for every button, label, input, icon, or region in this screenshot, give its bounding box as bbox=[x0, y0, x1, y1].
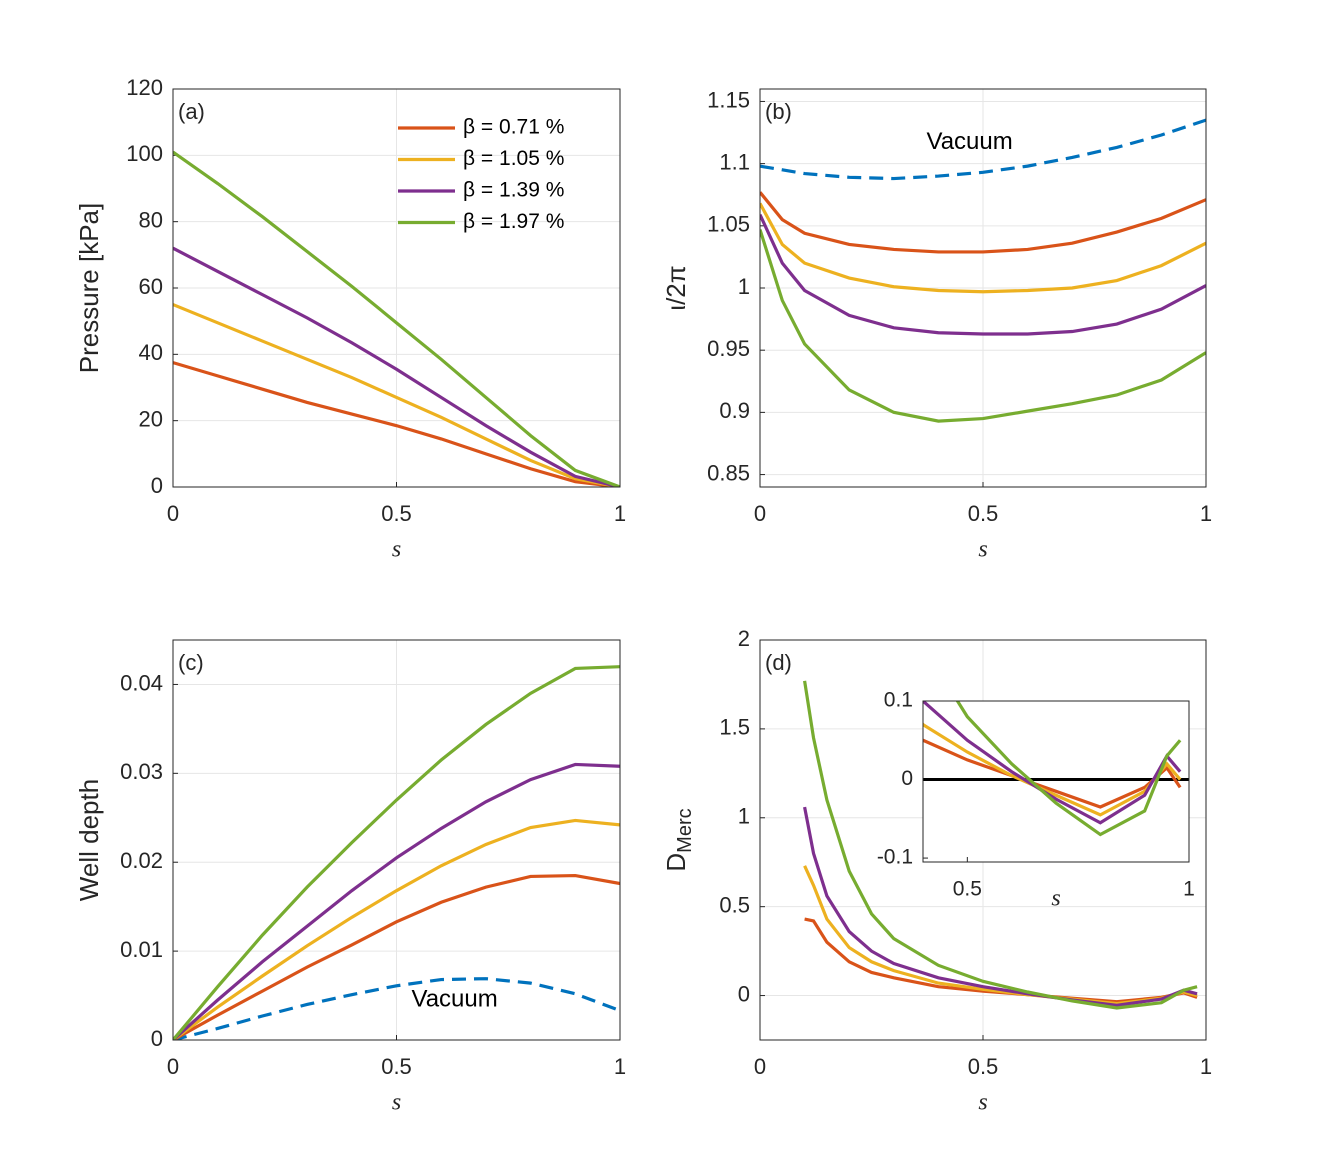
y-tick-label: 40 bbox=[139, 340, 163, 365]
y-tick-label: 1.1 bbox=[719, 149, 750, 174]
line bbox=[173, 361, 620, 487]
series-group bbox=[803, 680, 1198, 1010]
axes-box bbox=[172, 88, 621, 488]
series-group bbox=[173, 665, 620, 1040]
annotation: Vacuum bbox=[926, 128, 1012, 155]
inset-line bbox=[955, 701, 1182, 837]
y-tick-label: 20 bbox=[139, 406, 163, 431]
y-tick-label: 0.5 bbox=[719, 892, 750, 917]
y-axis-label-main: D bbox=[661, 853, 691, 872]
y-tick-label: 0.03 bbox=[120, 759, 163, 784]
line bbox=[173, 762, 620, 1040]
series-group bbox=[173, 150, 620, 487]
y-tick-label: 0.9 bbox=[719, 398, 750, 423]
panel-label: (d) bbox=[765, 650, 792, 675]
y-axis-label: DMerc bbox=[661, 808, 696, 871]
y-tick-label: 1 bbox=[738, 274, 750, 299]
series-group bbox=[760, 118, 1206, 423]
y-tick-label: 0 bbox=[901, 767, 913, 790]
inset-box bbox=[922, 700, 1190, 863]
axes-box bbox=[172, 639, 621, 1041]
y-axis-label-sub: Merc bbox=[674, 808, 696, 852]
y-tick-label: 0.1 bbox=[884, 689, 913, 712]
line bbox=[803, 806, 1198, 1007]
y-tick-label: 120 bbox=[126, 75, 163, 100]
line bbox=[760, 191, 1206, 254]
inset-x-label: s bbox=[1051, 886, 1060, 912]
x-tick-label: 1 bbox=[1200, 1054, 1212, 1079]
x-tick-label: 0 bbox=[167, 501, 179, 526]
inset-line bbox=[923, 722, 1182, 817]
x-tick-label: 0.5 bbox=[968, 501, 999, 526]
x-tick-label: 0 bbox=[754, 501, 766, 526]
y-tick-label: 60 bbox=[139, 274, 163, 299]
y-tick-label: 1 bbox=[738, 804, 750, 829]
panel-label: (a) bbox=[178, 99, 205, 124]
line bbox=[760, 118, 1206, 181]
axes-box bbox=[759, 639, 1207, 1041]
x-tick-label: 0 bbox=[167, 1054, 179, 1079]
inset-line bbox=[923, 701, 1182, 825]
x-tick-label: 1 bbox=[614, 1054, 626, 1079]
inset-line bbox=[923, 738, 1182, 809]
line bbox=[760, 229, 1206, 423]
y-tick-label: 1.05 bbox=[707, 212, 750, 237]
y-tick-label: 0 bbox=[151, 473, 163, 498]
x-tick-label: 1 bbox=[1183, 878, 1195, 901]
line bbox=[173, 665, 620, 1040]
y-tick-label: -0.1 bbox=[877, 846, 913, 869]
x-tick-label: 0.5 bbox=[953, 878, 982, 901]
line bbox=[173, 303, 620, 487]
axes-box bbox=[759, 88, 1207, 488]
line bbox=[173, 873, 620, 1040]
y-axis-label: Well depth bbox=[74, 779, 104, 901]
y-tick-label: 0.04 bbox=[120, 670, 163, 695]
x-axis-label: s bbox=[392, 1090, 401, 1116]
plot-area bbox=[923, 701, 1189, 862]
x-tick-label: 0.5 bbox=[968, 1054, 999, 1079]
y-tick-label: 0.02 bbox=[120, 848, 163, 873]
x-tick-label: 1 bbox=[1200, 501, 1212, 526]
line bbox=[173, 150, 620, 487]
legend-label: β = 0.71 % bbox=[463, 116, 564, 139]
line bbox=[173, 977, 620, 1040]
series-group bbox=[923, 701, 1182, 837]
y-axis-label: Pressure [kPa] bbox=[74, 203, 104, 374]
legend-label: β = 1.97 % bbox=[463, 210, 564, 233]
y-axis-label: ι/2π bbox=[661, 265, 691, 310]
line bbox=[803, 680, 1198, 1010]
legend-label: β = 1.05 % bbox=[463, 147, 564, 170]
x-axis-label: s bbox=[978, 537, 987, 563]
y-tick-label: 1.15 bbox=[707, 87, 750, 112]
line bbox=[760, 213, 1206, 336]
line bbox=[173, 818, 620, 1040]
x-tick-label: 0.5 bbox=[381, 501, 412, 526]
y-tick-label: 0.85 bbox=[707, 460, 750, 485]
line bbox=[173, 246, 620, 487]
x-axis-label: s bbox=[978, 1090, 987, 1116]
panel-label: (b) bbox=[765, 99, 792, 124]
annotation: Vacuum bbox=[411, 985, 497, 1012]
x-tick-label: 0 bbox=[754, 1054, 766, 1079]
legend-label: β = 1.39 % bbox=[463, 179, 564, 202]
y-tick-label: 0.95 bbox=[707, 336, 750, 361]
x-axis-label: s bbox=[392, 537, 401, 563]
y-tick-label: 0 bbox=[151, 1026, 163, 1051]
y-tick-label: 100 bbox=[126, 141, 163, 166]
y-tick-label: 80 bbox=[139, 207, 163, 232]
x-tick-label: 1 bbox=[614, 501, 626, 526]
line bbox=[760, 202, 1206, 294]
x-tick-label: 0.5 bbox=[381, 1054, 412, 1079]
y-tick-label: 1.5 bbox=[719, 715, 750, 740]
y-tick-label: 2 bbox=[738, 626, 750, 651]
y-tick-label: 0 bbox=[738, 981, 750, 1006]
panel-label: (c) bbox=[178, 650, 204, 675]
y-tick-label: 0.01 bbox=[120, 937, 163, 962]
